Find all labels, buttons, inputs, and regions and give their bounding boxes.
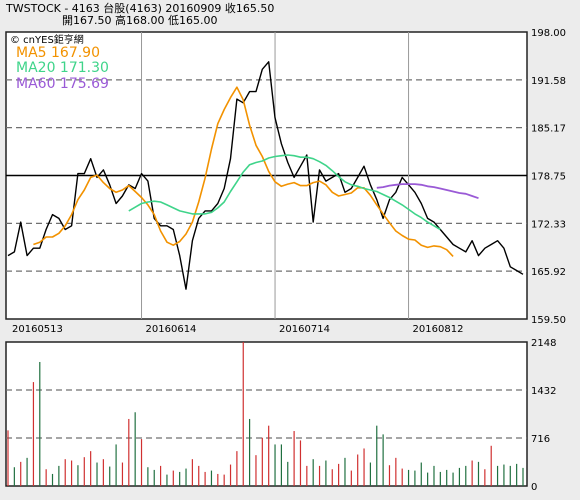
price-y-tick-label: 172.33 (531, 219, 566, 230)
price-x-tick-label: 20160614 (146, 324, 197, 335)
price-y-tick-label: 191.58 (531, 76, 566, 87)
series-line-ma20 (128, 154, 441, 231)
price-x-tick-label: 20160812 (413, 324, 464, 335)
volume-grid (6, 389, 527, 439)
legend-ma5: MA5 167.90 (16, 45, 100, 61)
price-y-tick-label: 198.00 (531, 28, 566, 39)
price-x-tick-label: 20160714 (279, 324, 330, 335)
price-y-tick-label: 159.50 (531, 315, 566, 326)
legend-ma20: MA20 171.30 (16, 60, 109, 76)
volume-y-axis: 2148 1432 716 0 (531, 338, 556, 493)
series-line-ma5 (33, 86, 454, 257)
series-line-ma60 (376, 183, 479, 200)
volume-bars (7, 342, 524, 486)
price-legend: © cnYES鉅亨網 MA5 167.90 MA20 171.30 MA60 1… (10, 33, 109, 92)
price-series-group (7, 61, 524, 290)
chart-header-line2: 開167.50 高168.00 低165.00 (62, 13, 217, 27)
volume-y-tick-label: 0 (531, 482, 537, 493)
series-line-price (7, 61, 524, 290)
price-panel: 198.00 191.58 185.17 178.75 172.33 165.92 159.… (5, 28, 566, 486)
chart-header-line1: TWSTOCK - 4163 台股(4163) 20160909 收165.50 (5, 1, 274, 15)
legend-ma60: MA60 175.69 (16, 76, 109, 92)
watermark: © cnYES鉅亨網 (10, 33, 84, 46)
volume-y-tick-label: 2148 (531, 338, 556, 349)
price-y-axis: 198.00 191.58 185.17 178.75 172.33 165.92 159.… (531, 28, 566, 326)
volume-panel: 2148 1432 716 0 (5, 338, 556, 493)
volume-plot-area (5, 341, 528, 487)
volume-y-tick-label: 716 (531, 434, 550, 445)
price-y-tick-label: 165.92 (531, 267, 566, 278)
price-x-tick-label: 20160513 (12, 324, 63, 335)
price-x-axis: 20160513 20160614 20160714 20160812 (12, 324, 463, 335)
price-y-tick-label: 185.17 (531, 124, 566, 135)
price-y-tick-label: 178.75 (531, 172, 566, 183)
volume-y-tick-label: 1432 (531, 386, 556, 397)
